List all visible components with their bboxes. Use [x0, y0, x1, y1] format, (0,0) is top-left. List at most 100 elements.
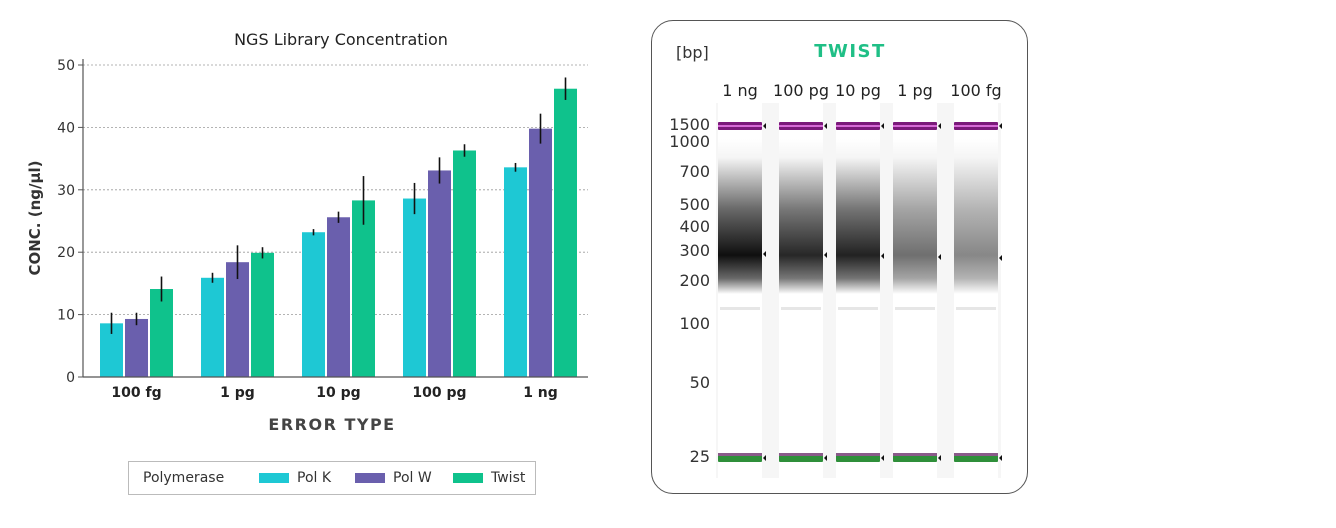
bar-pol-w — [125, 318, 148, 377]
peak-marker — [938, 455, 941, 461]
peak-marker — [763, 455, 766, 461]
ladder-label: 400 — [679, 217, 710, 236]
ladder-label: 25 — [690, 447, 710, 466]
ladder-label: 300 — [679, 241, 710, 260]
lane-smear — [893, 139, 937, 294]
chart-title: NGS Library Concentration — [234, 30, 448, 49]
gel-unit-label: [bp] — [676, 43, 709, 62]
legend-item-pol-k: Pol K — [259, 470, 331, 486]
y-tick-label: 0 — [66, 370, 75, 386]
peak-marker — [763, 251, 766, 257]
peak-marker — [938, 254, 941, 260]
bar-pol-k — [403, 198, 426, 377]
gel-title: TWIST — [814, 41, 886, 62]
legend-title: Polymerase — [143, 470, 225, 486]
legend-label-twist: Twist — [491, 470, 526, 486]
x-tick-label: 1 ng — [523, 385, 558, 401]
peak-marker — [881, 455, 884, 461]
lane-label: 10 pg — [835, 81, 881, 100]
ladder-label: 700 — [679, 162, 710, 181]
x-tick-label: 1 pg — [220, 385, 255, 401]
gel-lane-labels: 1 ng 100 pg 10 pg 1 pg 100 fg — [722, 81, 1001, 100]
legend-label-pol-w: Pol W — [393, 470, 432, 486]
upper-marker-highlight — [954, 125, 998, 127]
lower-marker-band — [718, 455, 762, 462]
peak-marker — [881, 253, 884, 259]
grid — [83, 64, 588, 316]
legend-swatch-pol-w — [355, 473, 385, 483]
bar-twist — [352, 200, 375, 377]
legend-item-pol-w: Pol W — [355, 470, 432, 486]
bar-pol-k — [100, 323, 123, 377]
bar-twist — [150, 289, 173, 377]
peak-marker — [881, 123, 884, 129]
x-tick-label: 100 fg — [111, 385, 161, 401]
ladder-label: 500 — [679, 195, 710, 214]
peak-marker — [938, 123, 941, 129]
upper-marker-highlight — [779, 125, 823, 127]
peak-marker — [999, 455, 1002, 461]
x-tick-label: 100 pg — [412, 385, 466, 401]
bar-pol-w — [529, 128, 552, 377]
legend-swatch-twist — [453, 473, 483, 483]
lower-marker-shadow — [836, 453, 880, 456]
upper-marker-highlight — [836, 125, 880, 127]
lane-label: 100 pg — [773, 81, 829, 100]
peak-marker — [824, 123, 827, 129]
bar-pol-w — [327, 217, 350, 377]
lane-faint-band — [781, 307, 821, 310]
peak-marker — [999, 255, 1002, 261]
lane-smear — [954, 139, 998, 294]
upper-marker-highlight — [718, 125, 762, 127]
lane-label: 1 pg — [897, 81, 933, 100]
ladder-label: 100 — [679, 314, 710, 333]
lower-marker-shadow — [954, 453, 998, 456]
lane-label: 100 fg — [950, 81, 1001, 100]
x-axis-label: ERROR TYPE — [268, 415, 395, 434]
lane-label: 1 ng — [722, 81, 758, 100]
lower-marker-shadow — [893, 453, 937, 456]
peak-marker — [824, 455, 827, 461]
bar-twist — [453, 150, 476, 377]
ladder-label: 50 — [690, 373, 710, 392]
legend-item-twist: Twist — [453, 470, 525, 486]
y-tick-label: 30 — [57, 183, 75, 199]
bar-pol-w — [428, 170, 451, 377]
axes: 0 10 20 30 40 50 100 fg 1 pg 10 pg 100 pg 1 ng — [57, 58, 588, 401]
lane-smear — [718, 139, 762, 294]
lane-faint-band — [720, 307, 760, 310]
bar-pol-w — [226, 262, 249, 377]
lower-marker-shadow — [718, 453, 762, 456]
bars — [100, 77, 577, 377]
gel-panel: [bp] TWIST 1 ng 100 pg 10 pg 1 pg 100 fg 150… — [651, 20, 1028, 494]
legend: Polymerase Pol K Pol W Twist — [128, 461, 536, 495]
legend-swatch-pol-k — [259, 473, 289, 483]
lane-smear — [836, 139, 880, 294]
peak-marker — [763, 123, 766, 129]
gel-lanes — [716, 103, 1002, 478]
bar-pol-k — [201, 277, 224, 377]
ladder-label: 1000 — [669, 132, 710, 151]
y-tick-label: 40 — [57, 120, 75, 136]
legend-label-pol-k: Pol K — [297, 470, 332, 486]
lower-marker-band — [836, 455, 880, 462]
bar-twist — [554, 88, 577, 377]
upper-marker-highlight — [893, 125, 937, 127]
bar-pol-k — [504, 167, 527, 377]
gel-image: [bp] TWIST 1 ng 100 pg 10 pg 1 pg 100 fg 150… — [669, 41, 1002, 478]
y-tick-label: 20 — [57, 245, 75, 261]
ladder-label: 1500 — [669, 115, 710, 134]
bar-pol-k — [302, 232, 325, 377]
y-tick-label: 10 — [57, 308, 75, 324]
bar-chart: NGS Library Concentration CONC. (ng/µl) … — [26, 30, 588, 434]
lane-faint-band — [895, 307, 935, 310]
y-axis-label: CONC. (ng/µl) — [26, 160, 44, 275]
x-tick-label: 10 pg — [316, 385, 360, 401]
ladder-label: 200 — [679, 271, 710, 290]
lane-faint-band — [838, 307, 878, 310]
lane-faint-band — [956, 307, 996, 310]
peak-marker — [999, 123, 1002, 129]
lower-marker-band — [893, 455, 937, 462]
y-tick-label: 50 — [57, 58, 75, 74]
